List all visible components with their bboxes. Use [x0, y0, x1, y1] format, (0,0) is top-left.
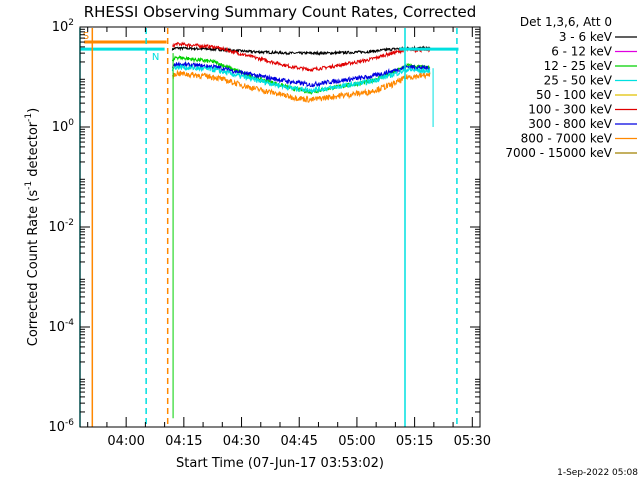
- x-tick-label-2: 04:30: [223, 434, 260, 449]
- x-axis-label: Start Time (07-Jun-17 03:53:02): [176, 456, 384, 471]
- marker-label-S: S: [83, 31, 89, 42]
- x-tick-label-1: 04:15: [165, 434, 202, 449]
- marker-label-N: N: [152, 52, 159, 63]
- legend-label-2: 12 - 25 keV: [544, 59, 613, 73]
- legend-label-4: 50 - 100 keV: [536, 88, 613, 102]
- y-axis-label-sup: -1: [24, 181, 34, 190]
- x-axis-ticks: 04:00 04:15 04:30 04:45 05:00 05:15 05:30: [87, 27, 491, 449]
- timestamp: 1-Sep-2022 05:08: [557, 468, 638, 478]
- y-axis-label-sup2: -1: [24, 113, 34, 122]
- y-tick-label-2: 10-2: [48, 218, 74, 235]
- x-tick-label-4: 05:00: [338, 434, 375, 449]
- series-layer: [171, 41, 434, 419]
- y-tick-label-1: 100: [52, 118, 75, 135]
- legend-label-3: 25 - 50 keV: [544, 74, 613, 88]
- legend-label-1: 6 - 12 keV: [551, 45, 613, 59]
- series-line-0: [171, 45, 431, 56]
- y-tick-label-0: 102: [52, 18, 74, 35]
- y-axis-label-end: ): [26, 108, 41, 113]
- x-tick-label-6: 05:30: [454, 434, 491, 449]
- legend-label-5: 100 - 300 keV: [528, 103, 612, 117]
- legend-title: Det 1,3,6, Att 0: [520, 15, 612, 29]
- y-tick-label-3: 10-4: [48, 318, 74, 335]
- y-axis-label-main: Corrected Count Rate (s: [26, 190, 41, 347]
- x-tick-label-0: 04:00: [107, 434, 144, 449]
- y-axis-label-mid: detector: [26, 121, 41, 181]
- y-axis-label: Corrected Count Rate (s-1 detector-1): [24, 108, 41, 346]
- series-line-3: [171, 60, 431, 88]
- y-axis-ticks: 102 100 10-2 10-4 10-6: [48, 18, 480, 435]
- series-line-5: [171, 69, 431, 103]
- x-tick-label-3: 04:45: [280, 434, 317, 449]
- legend-label-7: 800 - 7000 keV: [521, 132, 613, 146]
- series-line-4: [171, 63, 431, 94]
- marker-layer: SN: [80, 31, 459, 63]
- legend-label-0: 3 - 6 keV: [559, 30, 613, 44]
- plot-frame: [79, 26, 481, 428]
- y-tick-label-4: 10-6: [48, 418, 74, 435]
- vline-layer: [79, 28, 458, 427]
- chart-title: RHESSI Observing Summary Count Rates, Co…: [84, 3, 477, 21]
- series-line-1: [172, 41, 431, 73]
- legend-label-8: 7000 - 15000 keV: [505, 146, 612, 160]
- x-tick-label-5: 05:15: [396, 434, 433, 449]
- legend-label-6: 300 - 800 keV: [528, 117, 612, 131]
